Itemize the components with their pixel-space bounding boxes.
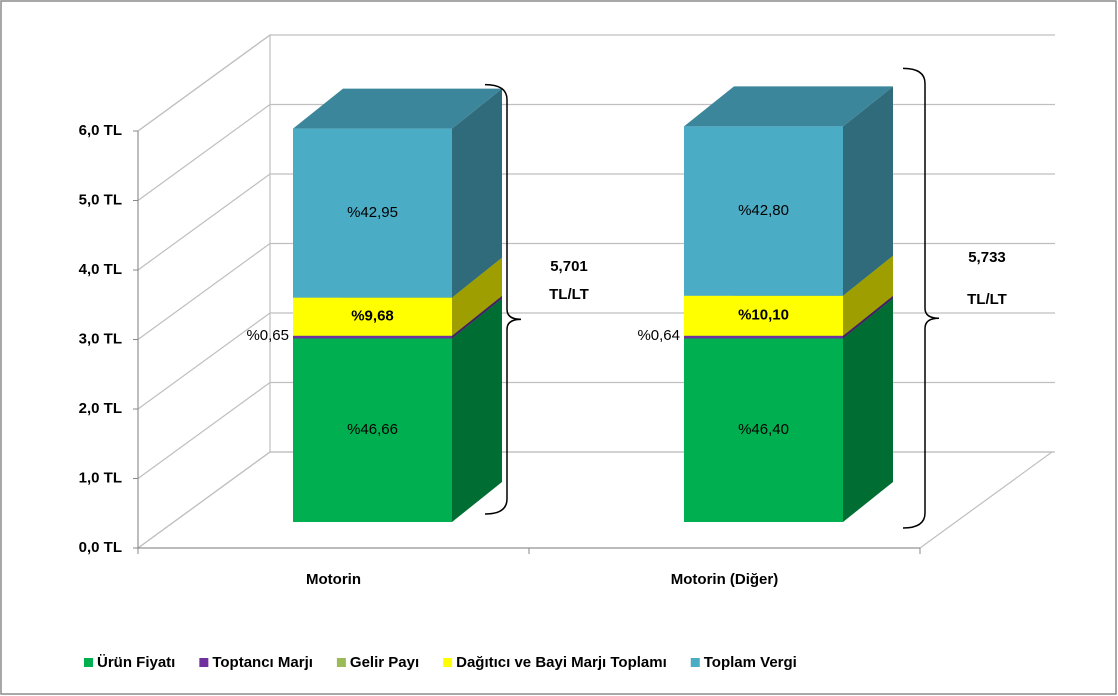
total-label: 5,733 [968,249,1006,266]
bar-side [843,295,893,336]
bar [684,338,843,522]
legend-label: Toplam Vergi [704,654,797,671]
bar [684,335,843,339]
total-unit: TL/LT [549,286,589,303]
data-label: %42,80 [738,202,789,219]
data-label: %10,10 [738,307,789,324]
bar-side [843,86,893,296]
y-tick-label: 2,0 TL [79,400,122,417]
legend-swatch [443,658,453,667]
data-label: %0,65 [246,327,289,344]
grid-line [137,34,1055,132]
bar [293,338,452,522]
bar-side [843,295,893,339]
data-label: %0,64 [637,327,680,344]
y-tick-label: 6,0 TL [79,122,122,139]
data-label: %46,40 [738,421,789,438]
bar-side [452,257,502,336]
bar-side [452,88,502,298]
data-label: %9,68 [351,308,394,325]
bar [684,295,843,336]
bar-side [843,255,893,336]
legend-label: Toptancı Marjı [212,654,313,671]
bar [293,297,452,336]
y-tick-label: 5,0 TL [79,191,122,208]
total-brace [902,67,940,529]
bar-top [293,88,502,129]
data-label: %42,95 [347,204,398,221]
legend: Ürün Fiyatı Toptancı Marjı Gelir Payı Dağıt… [84,654,797,671]
bar [293,128,452,298]
legend-label: Dağıtıcı ve Bayi Marjı Toplamı [456,654,667,671]
x-tick-label: Motorin [306,571,361,588]
legend-swatch [84,658,93,667]
bar-side [452,298,502,522]
legend-label: Ürün Fiyatı [97,654,175,671]
y-tick-label: 4,0 TL [79,261,122,278]
y-tick-label: 0,0 TL [79,539,122,556]
y-tick-label: 3,0 TL [79,330,122,347]
total-unit: TL/LT [967,291,1007,308]
legend-label: Gelir Payı [350,654,419,671]
total-label: 5,701 [550,258,588,275]
bar [293,335,452,339]
x-tick-label: Motorin (Diğer) [671,571,778,588]
legend-swatch [690,658,700,667]
bar-side [452,295,502,336]
data-label: %46,66 [347,421,398,438]
total-brace [484,83,522,515]
bar-side [452,295,502,339]
legend-swatch [336,658,346,667]
bar-top [684,86,893,127]
y-tick-label: 1,0 TL [79,469,122,486]
bar [684,126,843,296]
legend-swatch [199,658,209,667]
bar-side [843,298,893,522]
